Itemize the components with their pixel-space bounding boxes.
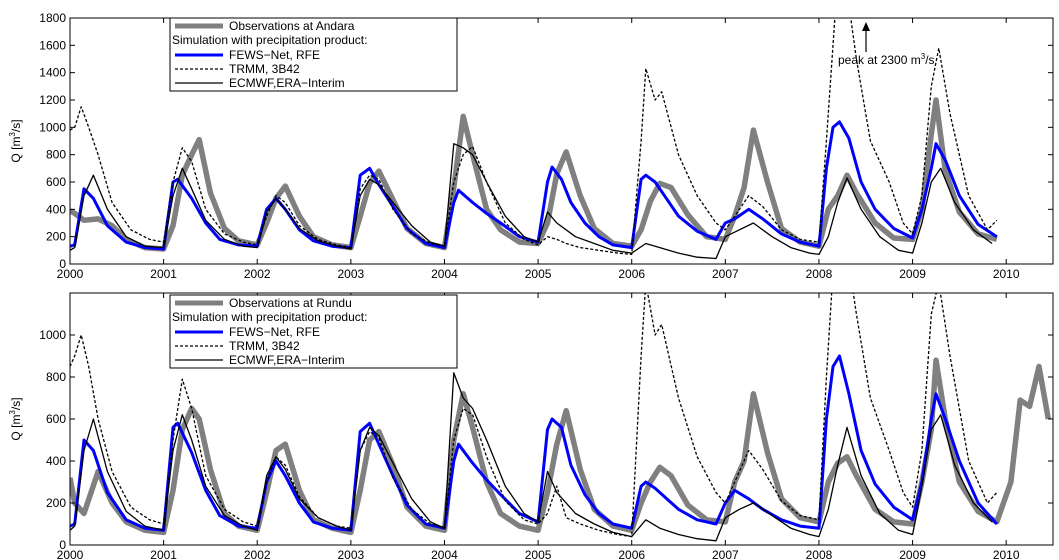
legend-label-ecmwf-rundu: ECMWF,ERA−Interim — [229, 353, 345, 367]
legend-heading-andara: Simulation with precipitation product: — [172, 33, 367, 47]
ticks-andara: 2000 2001 2002 2003 2004 2005 2006 2007 2008 2009… — [39, 11, 1053, 281]
legend-andara: Observations at Andara Simulation with p… — [169, 17, 458, 92]
panel-rundu: 2000 2001 2002 2003 2004 2005 2006 2007 2008 2009… — [8, 292, 1054, 560]
y-axis-label-andara: Q [m3/s] — [8, 119, 23, 162]
y-tick-label: 200 — [46, 496, 66, 510]
series-line-observed-rundu — [70, 357, 1052, 536]
annotation-peak-text: peak at 2300 m3/s — [838, 52, 935, 67]
y-tick-label: 200 — [46, 230, 66, 244]
x-tick-label: 2000 — [57, 548, 84, 560]
axes-frame-andara — [69, 17, 1054, 265]
panel-andara: 2000 2001 2002 2003 2004 2005 2006 2007 2008 2009… — [8, 11, 1054, 281]
x-tick-label: 2007 — [712, 267, 739, 281]
y-tick-label: 1800 — [39, 11, 66, 25]
annotation-peak: peak at 2300 m3/s — [838, 22, 935, 67]
legend-label-observed-rundu: Observations at Rundu — [229, 296, 352, 310]
legend-rundu: Observations at Rundu Simulation with pr… — [169, 294, 458, 369]
annotation-arrow-head — [862, 22, 870, 31]
x-tick-label: 2007 — [712, 548, 739, 560]
x-tick-label: 2010 — [993, 267, 1020, 281]
x-tick-label: 2003 — [338, 267, 365, 281]
series-line-fews-rundu — [70, 354, 998, 532]
y-tick-label: 600 — [46, 175, 66, 189]
y-axis-label-rundu: Q [m3/s] — [8, 397, 23, 440]
x-tick-label: 2006 — [618, 548, 645, 560]
x-tick-label: 2005 — [525, 267, 552, 281]
x-tick-label: 2001 — [150, 267, 177, 281]
x-tick-label: 2003 — [338, 548, 365, 560]
legend-label-ecmwf-andara: ECMWF,ERA−Interim — [229, 76, 345, 90]
legend-label-fews-andara: FEWS−Net, RFE — [229, 48, 320, 62]
series-layer-andara — [70, 18, 998, 260]
y-tick-label: 1400 — [39, 66, 66, 80]
x-tick-label: 2001 — [150, 548, 177, 560]
x-tick-label: 2008 — [806, 548, 833, 560]
y-tick-label: 400 — [46, 454, 66, 468]
legend-label-trmm-rundu: TRMM, 3B42 — [229, 339, 300, 353]
y-tick-label: 1000 — [39, 120, 66, 134]
series-line-fews-andara — [70, 120, 998, 251]
x-tick-label: 2006 — [618, 267, 645, 281]
series-line-observed-andara — [70, 97, 998, 252]
x-tick-label: 2000 — [57, 267, 84, 281]
y-tick-label: 600 — [46, 412, 66, 426]
legend-label-fews-rundu: FEWS−Net, RFE — [229, 325, 320, 339]
x-tick-label: 2004 — [431, 267, 458, 281]
x-tick-label: 2008 — [806, 267, 833, 281]
x-tick-label: 2002 — [244, 548, 271, 560]
legend-heading-rundu: Simulation with precipitation product: — [172, 310, 367, 324]
y-tick-label: 800 — [46, 370, 66, 384]
series-layer-rundu — [70, 293, 1052, 542]
ticks-rundu: 2000 2001 2002 2003 2004 2005 2006 2007 2008 2009… — [39, 293, 1053, 560]
series-line-trmm-rundu — [70, 293, 998, 538]
y-tick-label: 1000 — [39, 328, 66, 342]
y-tick-label: 1200 — [39, 93, 66, 107]
y-tick-label: 0 — [59, 257, 66, 271]
x-tick-label: 2009 — [899, 267, 926, 281]
x-tick-label: 2010 — [993, 548, 1020, 560]
x-tick-label: 2004 — [431, 548, 458, 560]
y-tick-label: 400 — [46, 202, 66, 216]
y-tick-label: 0 — [59, 538, 66, 552]
x-tick-label: 2002 — [244, 267, 271, 281]
legend-label-observed-andara: Observations at Andara — [229, 19, 355, 33]
y-tick-label: 1600 — [39, 38, 66, 52]
legend-label-trmm-andara: TRMM, 3B42 — [229, 62, 300, 76]
x-tick-label: 2005 — [525, 548, 552, 560]
y-tick-label: 800 — [46, 148, 66, 162]
x-tick-label: 2009 — [899, 548, 926, 560]
series-line-ecmwf-andara — [70, 143, 993, 260]
series-line-ecmwf-rundu — [70, 372, 993, 542]
